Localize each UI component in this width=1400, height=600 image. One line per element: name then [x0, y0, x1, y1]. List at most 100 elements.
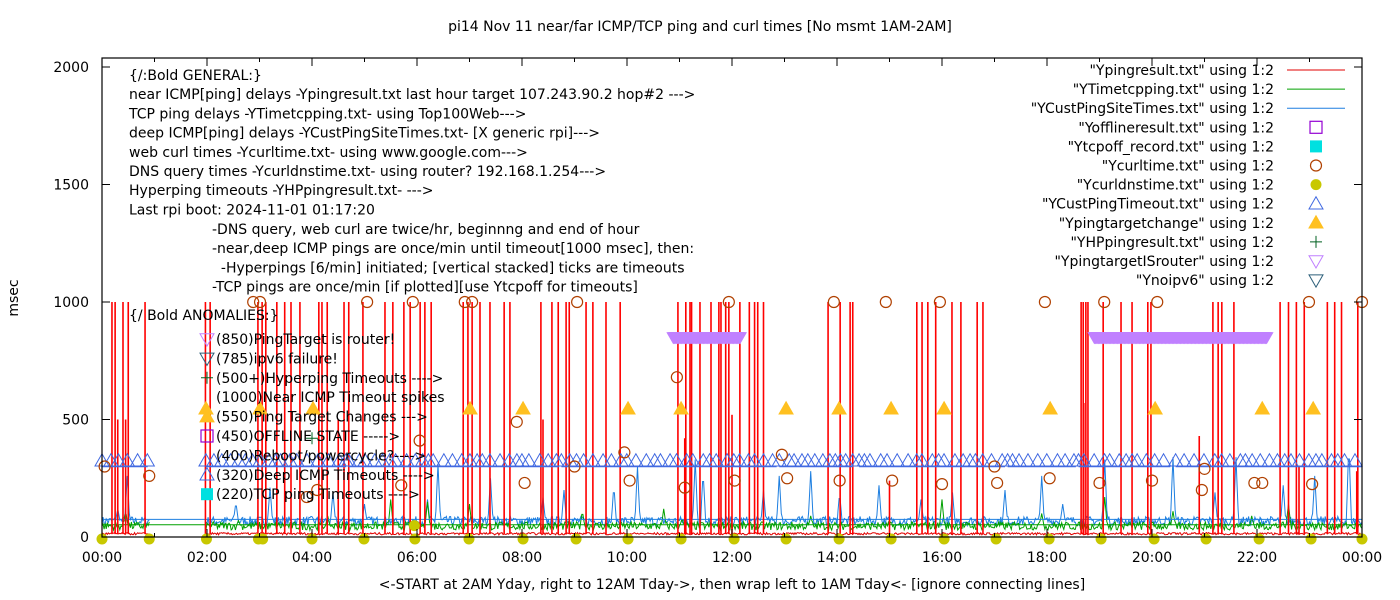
curl-time-marker	[827, 295, 840, 309]
curl-time-marker	[1098, 295, 1111, 309]
deep-icmp-timeout-marker	[618, 452, 635, 467]
x-tick-label: 22:00	[1237, 550, 1277, 566]
curl-time-marker	[1195, 483, 1208, 497]
curl-time-marker	[458, 295, 471, 309]
y-tick-label: 1000	[53, 295, 89, 311]
curl-time-marker	[98, 460, 111, 473]
deep-icmp-timeout-marker	[628, 452, 644, 467]
anomaly-marker-square-filled-icon	[201, 488, 213, 501]
deep-icmp-timeout-marker	[1336, 452, 1353, 467]
deep-icmp-timeout-marker	[340, 452, 357, 467]
legend-entry-label: "Ycurltime.txt" using 1:2	[1102, 159, 1274, 175]
legend-entry-label: "Ypingresult.txt" using 1:2	[1089, 63, 1274, 79]
general-note-detail: -DNS query, web curl are twice/hr, begin…	[212, 222, 640, 238]
curl-time-marker	[775, 448, 788, 461]
deep-icmp-timeout-marker	[514, 452, 530, 467]
deep-icmp-timeout-marker	[1101, 452, 1118, 467]
ping-target-change-marker	[515, 400, 531, 415]
ping-target-change-marker	[1305, 400, 1322, 415]
dns-time-marker	[675, 533, 687, 545]
deep-icmp-timeout-marker	[684, 452, 701, 467]
curl-time-marker	[571, 295, 584, 309]
x-tick-label: 18:00	[1027, 550, 1067, 566]
curl-time-marker	[510, 415, 523, 428]
anomaly-label: (850)PingTarget is router!	[216, 332, 395, 348]
curl-time-marker	[300, 490, 313, 504]
curl-time-marker	[143, 469, 156, 482]
legend-entry-label: "Ycurldnstime.txt" using 1:2	[1077, 178, 1274, 194]
curl-time-marker	[406, 295, 419, 309]
deep-icmp-timeout-marker	[1146, 452, 1163, 467]
legend-entry-label: "Ypingtargetchange" using 1:2	[1059, 216, 1274, 232]
deep-icmp-timeout-marker	[967, 452, 984, 467]
dns-time-marker	[358, 533, 370, 545]
deep-icmp-timeout-marker	[272, 452, 289, 467]
legend-entry-label: "Ytcpoff_record.txt" using 1:2	[1068, 139, 1274, 155]
deep-icmp-timeout-marker	[436, 452, 452, 467]
dns-time-marker	[1305, 533, 1317, 545]
x-tick-label: 06:00	[397, 550, 437, 566]
plot-annotations: {/:Bold GENERAL:} near ICMP[ping] delays …	[128, 68, 695, 503]
plot-markers	[94, 295, 1369, 545]
x-tick-label: 14:00	[817, 550, 857, 566]
curl-time-marker	[1248, 476, 1261, 490]
dns-time-marker	[1148, 533, 1160, 545]
deep-icmp-timeout-marker	[1186, 452, 1202, 467]
curl-time-marker	[833, 474, 846, 487]
legend-entry-label: "YTimetcpping.txt" using 1:2	[1073, 82, 1274, 98]
x-tick-label: 04:00	[292, 550, 332, 566]
deep-icmp-timeout-marker	[1111, 452, 1128, 467]
curl-time-marker	[1198, 462, 1211, 475]
curl-time-marker	[1043, 472, 1056, 485]
curl-time-marker	[728, 474, 741, 487]
curl-time-marker	[1306, 478, 1319, 491]
deep-icmp-timeout-marker	[1086, 452, 1103, 467]
dns-time-marker	[517, 533, 529, 545]
dns-time-marker	[96, 533, 108, 545]
dns-time-marker	[200, 533, 212, 545]
deep-icmp-timeout-marker	[652, 452, 669, 467]
deep-icmp-timeout-marker	[357, 452, 373, 467]
dns-time-marker	[143, 533, 155, 545]
legend-entry-label: "Ynoipv6" using 1:2	[1136, 273, 1274, 289]
deep-icmp-timeout-marker	[310, 452, 326, 467]
curl-time-marker	[988, 460, 1001, 473]
legend-square-filled-icon	[1310, 140, 1322, 153]
ping-target-change-marker	[1042, 400, 1059, 415]
dns-time-marker	[570, 533, 582, 545]
legend-triangle-down-icon	[1308, 255, 1324, 270]
ping-target-change-marker	[673, 400, 689, 415]
deep-icmp-timeout-marker	[936, 452, 952, 467]
deep-icmp-timeout-marker	[520, 452, 537, 467]
dns-time-marker	[257, 533, 269, 545]
deep-icmp-timeout-marker	[425, 452, 442, 467]
deep-icmp-timeout-marker	[1029, 452, 1046, 467]
deep-icmp-timeout-marker	[110, 452, 127, 467]
deep-icmp-timeout-marker	[983, 452, 1000, 467]
legend-triangle-down-icon	[1308, 274, 1324, 289]
curl-time-marker	[991, 476, 1004, 490]
legend-entry-label: "YpingtargetISrouter" using 1:2	[1054, 254, 1274, 270]
anomaly-marker-triangle-down-icon	[199, 352, 215, 367]
dns-time-marker	[833, 533, 845, 545]
deep-icmp-timeout-marker	[913, 452, 930, 467]
anomaly-label: (785)ipv6 failure!	[216, 351, 338, 367]
y-axis-label: msec	[6, 279, 22, 316]
anomaly-label: (550)Ping Target Changes --->	[216, 410, 428, 426]
y-tick-label: 2000	[53, 60, 89, 76]
ping-target-change-marker	[1254, 400, 1271, 415]
deep-icmp-timeout-marker	[806, 452, 823, 467]
curl-time-marker	[670, 371, 683, 384]
deep-icmp-timeout-marker	[1155, 452, 1172, 467]
legend-triangle-up-filled-icon	[1308, 214, 1324, 229]
ping-target-change-marker	[778, 400, 794, 415]
dns-time-marker	[780, 533, 792, 545]
anomaly-marker-triangle-down-icon	[199, 333, 215, 348]
x-tick-label: 02:00	[187, 550, 227, 566]
deep-icmp-timeout-marker	[288, 452, 305, 467]
deep-icmp-timeout-marker	[974, 452, 991, 467]
deep-icmp-timeout-marker	[509, 452, 525, 467]
ping-target-is-router-marker	[733, 332, 747, 345]
deep-icmp-timeout-marker	[474, 452, 491, 467]
curl-time-marker	[678, 481, 691, 494]
